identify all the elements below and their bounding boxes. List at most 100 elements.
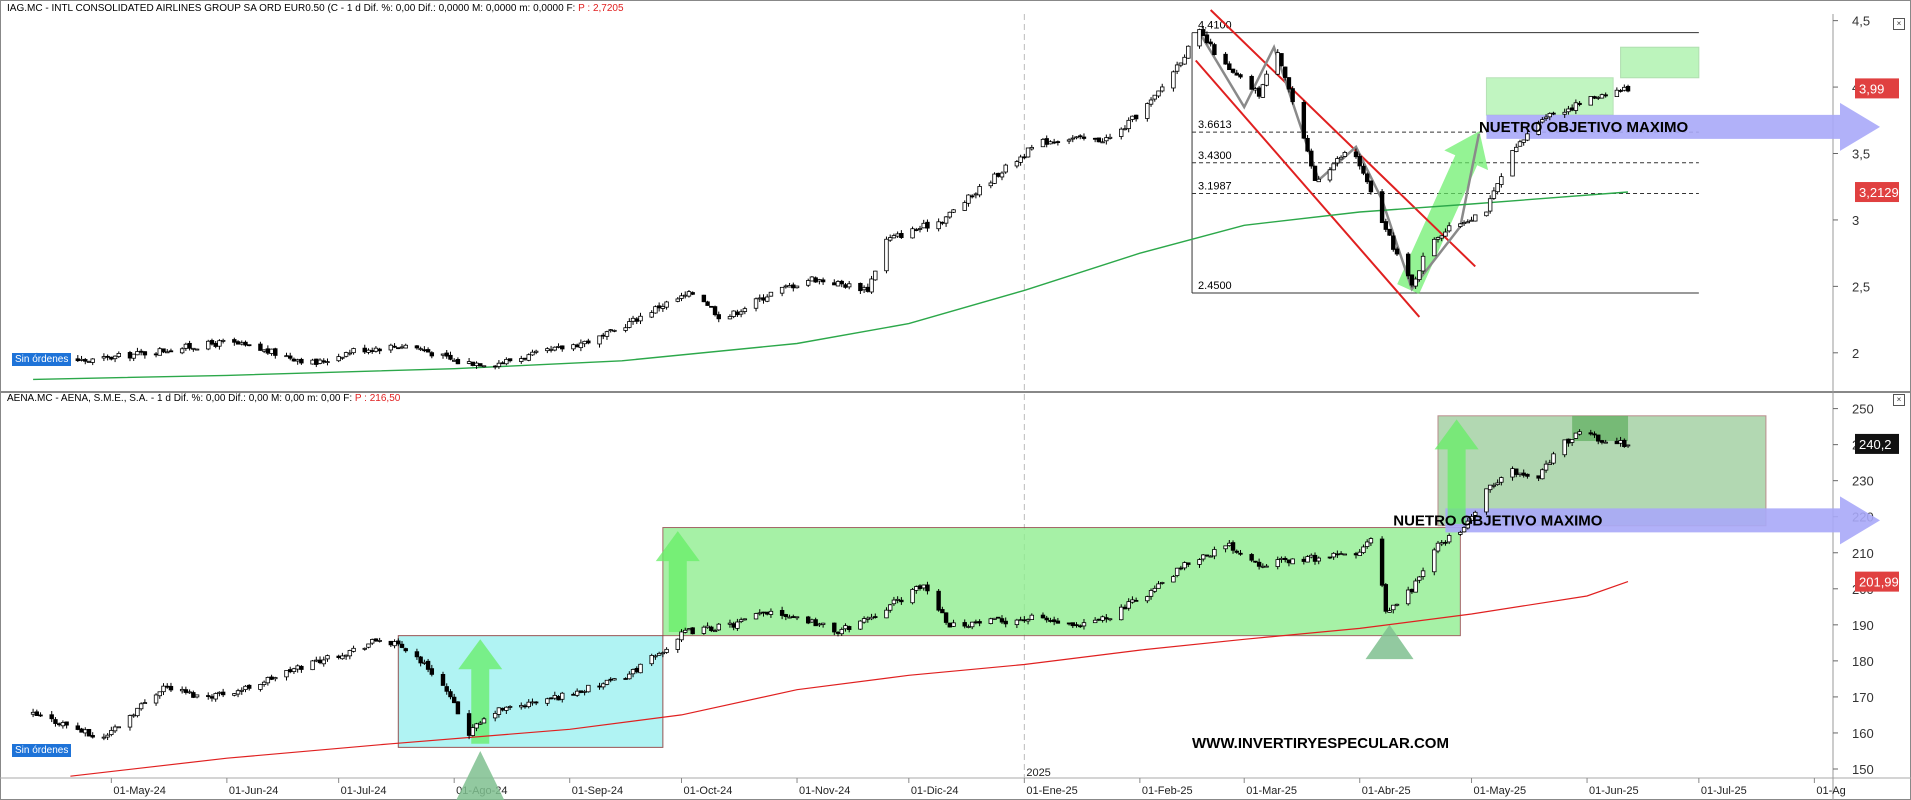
x-tick-label: 01-Sep-24 [572, 785, 623, 797]
candle-body [623, 678, 628, 680]
candle-body [768, 610, 774, 615]
candle-body [768, 291, 774, 297]
support-triangle-icon [1365, 624, 1414, 660]
candle-body [1566, 438, 1571, 444]
candle-body [608, 678, 613, 681]
candle-body [701, 294, 707, 303]
candle-body [444, 686, 449, 692]
candle-body [105, 355, 110, 358]
candle-body [235, 341, 241, 345]
candle-body [314, 659, 319, 662]
candle-body [1197, 29, 1202, 47]
candle-body [858, 620, 863, 630]
candle-body [265, 348, 271, 354]
candle-body [179, 348, 185, 354]
candle-body [1417, 270, 1422, 281]
candle-body [936, 590, 941, 611]
candle-body [1312, 165, 1318, 181]
candle-body [1394, 603, 1400, 606]
candle-body [1469, 219, 1474, 222]
candle-body [1618, 90, 1623, 92]
candle-body [1446, 225, 1452, 232]
candle-body [1234, 550, 1239, 553]
candle-body [884, 238, 889, 272]
candle-body [1305, 137, 1310, 152]
candle-body [519, 705, 524, 708]
candle-body [597, 685, 602, 688]
candle-body [288, 669, 293, 673]
candle-body [422, 661, 427, 664]
candle-body [247, 684, 252, 689]
candle-body [392, 345, 397, 348]
candle-body [1264, 73, 1269, 86]
candle-body [507, 706, 513, 708]
candle-body [258, 343, 263, 351]
candle-body [314, 358, 319, 365]
candle-body [1197, 559, 1202, 565]
candle-body [1599, 440, 1605, 443]
candle-body [943, 612, 949, 623]
candle-body [925, 221, 930, 229]
candle-body [30, 711, 36, 715]
candle-body [1521, 139, 1526, 143]
candle-body [925, 584, 930, 592]
candle-body [809, 276, 815, 282]
candle-body [843, 625, 848, 630]
candle-body [1253, 560, 1258, 563]
candle-body [846, 283, 852, 288]
candle-body [243, 685, 248, 691]
candle-body [634, 668, 639, 673]
candle-body [1514, 468, 1519, 475]
up-trend-arrow [1397, 131, 1489, 294]
candle-body [474, 362, 479, 366]
candle-body [1204, 34, 1210, 44]
candle-body [1439, 235, 1444, 239]
candle-body [526, 701, 531, 708]
candle-body [560, 345, 565, 350]
candle-body [377, 639, 382, 642]
candle-body [492, 712, 498, 719]
candle-body [1290, 558, 1295, 565]
candle-body [679, 631, 684, 641]
candle-body [571, 344, 576, 350]
candle-body [779, 286, 785, 294]
candle-body [664, 301, 669, 308]
target-arrow-shape [1486, 102, 1880, 151]
target-arrow-shape [1445, 496, 1880, 545]
top-chart-orders-badge[interactable]: Sin órdenes [12, 353, 72, 366]
candle-body [451, 359, 457, 362]
candle-body [891, 599, 897, 605]
bottom-chart-close-icon[interactable]: × [1893, 394, 1905, 406]
candle-body [947, 211, 953, 218]
candle-body [738, 311, 744, 315]
candle-body [969, 195, 975, 198]
candle-body [1092, 619, 1098, 624]
target-annotation: NUETRO OBJETIVO MAXIMO [1393, 512, 1603, 529]
candle-body [705, 301, 710, 306]
candle-body [638, 663, 643, 674]
candle-body [873, 616, 878, 618]
candle-body [369, 350, 375, 352]
candle-body [1536, 475, 1541, 479]
candle-body [1048, 620, 1053, 622]
candle-body [638, 315, 643, 322]
up-arrow-icon [655, 531, 700, 633]
candle-body [683, 294, 688, 297]
candle-body [1409, 588, 1415, 593]
candle-body [1066, 622, 1072, 625]
bottom-chart-price-label: P : 216,50 [354, 393, 401, 404]
bottom-chart-orders-badge[interactable]: Sin órdenes [12, 744, 72, 757]
top-chart-close-icon[interactable]: × [1893, 18, 1905, 30]
candle-body [951, 622, 956, 627]
candle-body [321, 360, 326, 363]
top-chart-title: IAG.MC - INTL CONSOLIDATED AIRLINES GROU… [7, 3, 576, 14]
candle-body [1186, 45, 1191, 59]
candle-body [951, 209, 956, 213]
candle-body [1160, 86, 1165, 92]
candle-body [79, 358, 84, 361]
candle-body [86, 728, 92, 737]
candle-body [865, 286, 871, 292]
candle-body [1588, 432, 1593, 435]
candle-body [940, 221, 945, 224]
y-tick-label: 4,5 [1852, 14, 1870, 29]
